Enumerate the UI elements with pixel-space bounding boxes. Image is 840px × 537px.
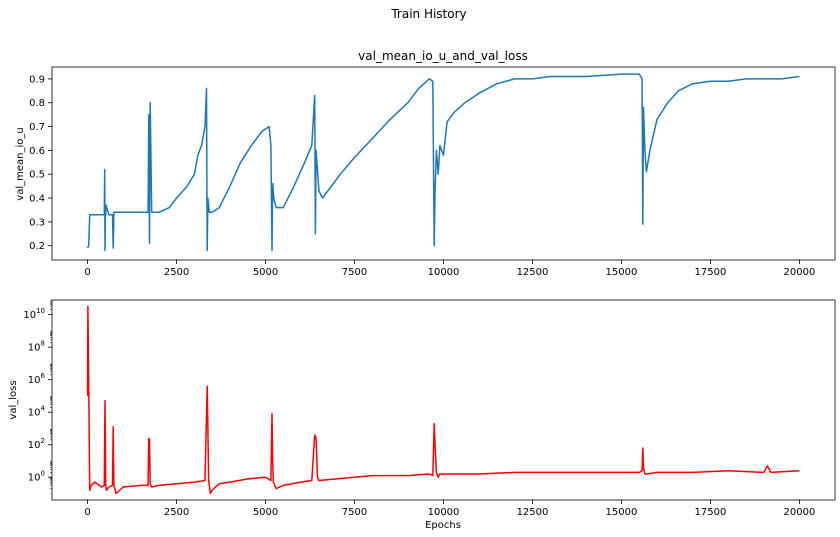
bottom-y-axis: 100 102 104 106 108 1010 — [23, 300, 52, 489]
top-plot-frame — [51, 66, 836, 261]
series-line-val-mean-io-u — [86, 73, 800, 252]
top-plot-series — [86, 73, 800, 252]
y-tick-label: 0.8 — [29, 98, 45, 109]
y-tick-label: 0.4 — [29, 194, 45, 205]
top-y-axis-label: val_mean_io_u — [15, 127, 26, 200]
x-tick-label: 7500 — [342, 507, 367, 518]
x-tick-label: 12500 — [517, 267, 549, 278]
x-tick-label: 0 — [84, 507, 90, 518]
top-y-axis: 0.2 0.3 0.4 0.5 0.6 0.7 0.8 0.9 — [29, 74, 52, 252]
x-tick-label: 12500 — [517, 507, 549, 518]
top-panel: val_mean_io_u_and_val_loss 0 2500 5000 7500… — [15, 49, 836, 278]
bottom-x-axis-label: Epochs — [425, 520, 461, 531]
bottom-panel: 0 2500 5000 7500 10000 12500 15000 17500 20000 1… — [8, 299, 836, 531]
bottom-plot-frame — [51, 299, 836, 501]
bottom-y-axis-label: val_loss — [8, 380, 19, 419]
x-tick-label: 0 — [84, 267, 90, 278]
y-tick-label: 102 — [28, 437, 45, 451]
figure-suptitle: Train History — [390, 7, 466, 21]
series-line-val-loss — [86, 305, 800, 495]
x-tick-label: 2500 — [164, 267, 189, 278]
x-tick-label: 10000 — [428, 507, 460, 518]
x-tick-label: 20000 — [784, 507, 816, 518]
top-x-axis: 0 2500 5000 7500 10000 12500 15000 17500 20000 — [84, 260, 815, 278]
x-tick-label: 15000 — [606, 267, 638, 278]
y-tick-label: 108 — [28, 340, 45, 354]
x-tick-label: 17500 — [695, 267, 727, 278]
y-tick-label: 104 — [28, 405, 46, 419]
bottom-x-axis: 0 2500 5000 7500 10000 12500 15000 17500 20000 — [84, 500, 815, 518]
x-tick-label: 10000 — [428, 267, 460, 278]
x-tick-label: 15000 — [606, 507, 638, 518]
y-tick-label: 0.5 — [29, 170, 45, 181]
x-tick-label: 7500 — [342, 267, 367, 278]
y-tick-label: 100 — [28, 470, 45, 484]
y-tick-label: 106 — [28, 372, 46, 386]
y-tick-label: 0.6 — [29, 146, 45, 157]
x-tick-label: 5000 — [253, 267, 278, 278]
bottom-plot-series — [86, 305, 800, 495]
y-tick-label: 1010 — [23, 307, 45, 321]
x-tick-label: 2500 — [164, 507, 189, 518]
y-tick-label: 0.2 — [29, 241, 45, 252]
y-tick-label: 0.3 — [29, 217, 45, 228]
x-tick-label: 17500 — [695, 507, 727, 518]
y-tick-label: 0.9 — [29, 74, 45, 85]
x-tick-label: 5000 — [253, 507, 278, 518]
top-panel-title: val_mean_io_u_and_val_loss — [358, 49, 528, 63]
y-tick-label: 0.7 — [29, 122, 45, 133]
x-tick-label: 20000 — [784, 267, 816, 278]
